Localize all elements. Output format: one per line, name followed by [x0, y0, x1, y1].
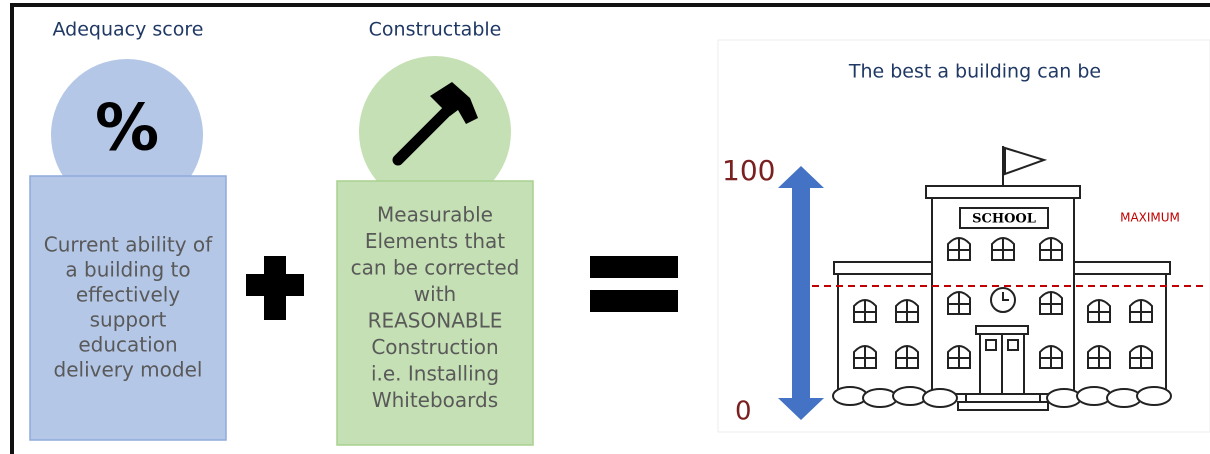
text-line: can be corrected [351, 256, 520, 280]
bush [922, 388, 958, 408]
bush [862, 388, 898, 408]
window-bars [1040, 293, 1062, 314]
window-bars [948, 239, 970, 260]
adequacy-text: Current ability ofa building toeffective… [44, 233, 213, 382]
hammer-icon [392, 82, 478, 166]
window-bars [1040, 347, 1062, 368]
window-bars [1130, 347, 1152, 368]
window-bars [854, 347, 876, 368]
plus-v [264, 256, 286, 320]
window-bars [1130, 301, 1152, 322]
bush [1136, 386, 1172, 406]
bush [1046, 388, 1082, 408]
window-bars [1040, 239, 1062, 260]
school-building [832, 146, 1172, 411]
window-bars [1088, 301, 1110, 322]
text-line: effectively [76, 283, 180, 307]
maximum-label: MAXIMUM [1120, 211, 1180, 225]
equals-top [590, 256, 678, 278]
school-sign: SCHOOL [972, 212, 1036, 227]
text-line: Whiteboards [372, 388, 498, 412]
constructable-box [336, 180, 534, 446]
bush [1076, 386, 1112, 406]
scale-arrow [778, 166, 824, 420]
top-label: 100 [722, 154, 775, 187]
text-line: education [78, 333, 177, 357]
result-title: The best a building can be [848, 61, 1101, 83]
window-bars [948, 347, 970, 368]
bush [892, 386, 928, 406]
percent-icon: % [95, 92, 159, 166]
constructable-circle [359, 56, 511, 208]
bottom-label: 0 [735, 397, 752, 427]
adequacy-box [29, 175, 227, 441]
bush [1106, 388, 1142, 408]
text-line: REASONABLE [368, 309, 503, 333]
text-line: Measurable [377, 203, 493, 227]
window-bars [896, 301, 918, 322]
adequacy-title: Adequacy score [53, 19, 204, 41]
equals-bottom [590, 290, 678, 312]
window-bars [854, 301, 876, 322]
window-bars [1088, 347, 1110, 368]
text-line: Elements that [365, 229, 505, 253]
constructable-title: Constructable [369, 19, 502, 41]
text-line: with [414, 282, 456, 306]
text-line: support [90, 308, 167, 332]
window-bars [992, 239, 1014, 260]
text-line: delivery model [54, 358, 203, 382]
adequacy-circle [51, 59, 203, 211]
bush [832, 386, 868, 406]
text-line: i.e. Installing [371, 362, 499, 386]
text-line: a building to [65, 258, 190, 282]
window-bars [948, 293, 970, 314]
text-line: Current ability of [44, 233, 213, 257]
text-line: Construction [371, 335, 498, 359]
window-bars [896, 347, 918, 368]
